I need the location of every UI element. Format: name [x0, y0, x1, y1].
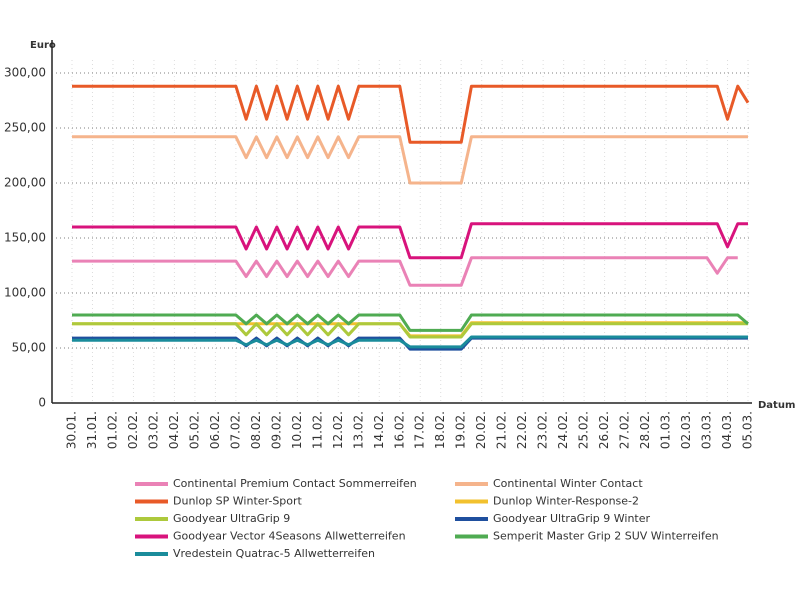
x-tick-label: 04.02.: [167, 411, 181, 449]
x-tick-label: 01.03.: [659, 411, 673, 449]
x-tick-label: 10.02.: [290, 411, 304, 449]
series-line: [72, 313, 749, 332]
x-tick-label: 27.02.: [618, 411, 632, 449]
x-tick-label: 16.02.: [392, 411, 406, 449]
legend-label: Continental Premium Contact Sommerreifen: [173, 477, 417, 490]
x-tick-label: 06.02.: [208, 411, 222, 449]
x-tick-label: 21.02.: [495, 411, 509, 449]
x-tick-label: 03.02.: [146, 411, 160, 449]
x-tick-label: 30.01.: [65, 411, 79, 449]
x-tick-label: 02.02.: [126, 411, 140, 449]
x-tick-label: 13.02.: [351, 411, 365, 449]
series-line: [72, 222, 748, 260]
legend-label: Vredestein Quatrac-5 Allwetterreifen: [173, 547, 375, 560]
x-tick-label: 17.02.: [413, 411, 427, 449]
x-tick-label: 25.02.: [577, 411, 591, 449]
series-line: [72, 135, 748, 185]
x-tick-label: 03.03.: [700, 411, 714, 449]
x-tick-label: 18.02.: [433, 411, 447, 449]
series-line: [72, 256, 738, 287]
x-tick-label: 28.02.: [638, 411, 652, 449]
x-tick-label: 08.02.: [249, 411, 263, 449]
x-tick-label: 23.02.: [536, 411, 550, 449]
legend-label: Goodyear UltraGrip 9 Winter: [493, 512, 651, 525]
x-tick-label: 01.02.: [105, 411, 119, 449]
legend-label: Goodyear Vector 4Seasons Allwetterreifen: [173, 530, 406, 543]
y-axis-label: Euro: [30, 40, 56, 51]
series-line: [72, 335, 748, 349]
y-tick-label: 0: [38, 396, 46, 410]
y-tick-label: 50,00: [12, 341, 46, 355]
x-tick-label: 26.02.: [597, 411, 611, 449]
x-tick-label: 22.02.: [515, 411, 529, 449]
legend-label: Goodyear UltraGrip 9: [173, 512, 290, 525]
y-tick-label: 300,00: [4, 66, 46, 80]
x-tick-label: 02.03.: [679, 411, 693, 449]
legend-label: Continental Winter Contact: [493, 477, 643, 490]
legend-label: Semperit Master Grip 2 SUV Winterreifen: [493, 530, 719, 543]
x-tick-label: 11.02.: [310, 411, 324, 449]
legend-label: Dunlop SP Winter-Sport: [173, 495, 303, 508]
y-tick-label: 200,00: [4, 176, 46, 190]
y-tick-label: 100,00: [4, 286, 46, 300]
x-tick-label: 31.01.: [85, 411, 99, 449]
x-tick-label: 09.02.: [269, 411, 283, 449]
x-axis-label: Datum: [758, 400, 795, 411]
y-tick-label: 250,00: [4, 121, 46, 135]
x-tick-label: 04.03.: [720, 411, 734, 449]
x-tick-label: 20.02.: [474, 411, 488, 449]
x-tick-label: 19.02.: [454, 411, 468, 449]
x-tick-label: 05.02.: [187, 411, 201, 449]
x-tick-label: 14.02.: [372, 411, 386, 449]
x-tick-label: 24.02.: [556, 411, 570, 449]
x-tick-label: 12.02.: [331, 411, 345, 449]
y-tick-label: 150,00: [4, 231, 46, 245]
x-tick-label: 07.02.: [228, 411, 242, 449]
series-line: [72, 84, 750, 144]
legend-label: Dunlop Winter-Response-2: [493, 495, 639, 508]
series-line: [72, 322, 748, 339]
x-tick-label: 05.03.: [741, 411, 755, 449]
